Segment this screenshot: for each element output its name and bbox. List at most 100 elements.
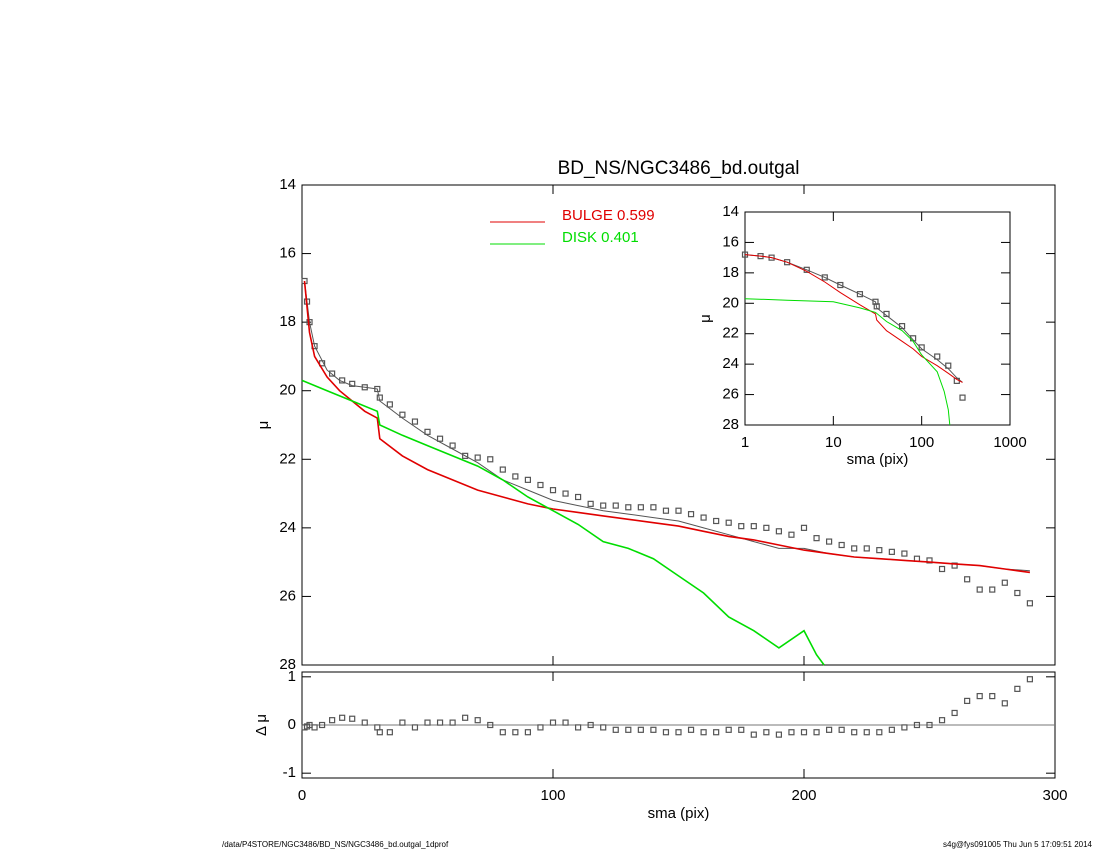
data-point [750, 731, 757, 738]
data-point [625, 726, 632, 733]
data-point [487, 456, 494, 463]
x-axis-label: sma (pix) [847, 451, 909, 468]
data-point [436, 435, 444, 442]
data-point [411, 418, 419, 425]
data-point [901, 724, 908, 731]
data-point [700, 729, 707, 736]
data-point [713, 729, 720, 736]
data-point [462, 714, 469, 721]
panel: μ sma (pix) 14 16 18 20 22 24 26 281 10 100 1000 [697, 203, 1027, 468]
data-point [775, 731, 783, 738]
data-point [462, 452, 469, 459]
data-point [311, 724, 318, 731]
data-point [951, 562, 958, 569]
data-point [361, 719, 368, 726]
data-point [976, 692, 983, 700]
data-point [524, 729, 532, 736]
y-tick-label: 22 [279, 450, 296, 467]
data-point [650, 726, 657, 733]
data-point [788, 729, 795, 736]
y-tick-label: 20 [279, 382, 296, 399]
data-point [873, 303, 880, 310]
y-tick-label: 16 [722, 233, 739, 250]
data-point [424, 719, 431, 726]
data-point [474, 717, 481, 724]
data-point [499, 729, 506, 736]
data-point [838, 541, 845, 549]
data-point [989, 586, 996, 593]
data-point [625, 504, 632, 511]
data-point [587, 500, 594, 507]
data-point [813, 535, 820, 542]
chart-title: BD_NS/NGC3486_bd.outgal [558, 158, 800, 179]
y-tick-label: 20 [722, 294, 739, 311]
data-point [662, 729, 670, 736]
data-point [926, 557, 933, 564]
data-point [399, 719, 406, 726]
series-line [303, 280, 1031, 574]
data-point [524, 476, 532, 483]
data-point [876, 547, 883, 554]
data-point [838, 726, 845, 733]
data-point [725, 519, 732, 526]
y-tick-label: 22 [722, 325, 739, 342]
x-axis-label: sma (pix) [648, 805, 710, 822]
x-tick-label: 300 [1042, 787, 1067, 804]
data-point [863, 545, 870, 552]
data-point [738, 726, 745, 733]
data-point [738, 523, 745, 530]
data-point [888, 548, 895, 555]
data-point [675, 729, 682, 736]
data-point [825, 538, 833, 545]
y-tick-label: 1 [288, 668, 296, 685]
data-point [349, 715, 356, 722]
data-point [700, 514, 707, 521]
data-point [938, 717, 946, 724]
y-tick-label: 28 [722, 416, 739, 433]
y-tick-label: -1 [283, 764, 296, 781]
data-point [499, 466, 506, 473]
data-point [976, 586, 983, 593]
data-point [650, 504, 657, 511]
y-tick-label: 28 [279, 656, 296, 673]
y-axis-label: μ [255, 421, 272, 430]
data-point [537, 724, 544, 731]
data-point [549, 487, 557, 494]
data-point [851, 729, 858, 736]
data-point [687, 511, 695, 518]
data-point [856, 291, 864, 298]
data-point [637, 726, 644, 733]
data-point [938, 565, 946, 573]
data-point [399, 411, 406, 418]
data-point [713, 517, 720, 525]
data-point [775, 528, 783, 535]
data-point [763, 729, 770, 736]
data-point [951, 709, 958, 717]
footer-left: /data/P4STORE/NGC3486/BD_NS/NGC3486_bd.o… [222, 840, 449, 849]
data-point [675, 507, 682, 514]
data-point [750, 523, 757, 530]
x-tick-label: 100 [540, 787, 565, 804]
data-point [1014, 589, 1021, 597]
y-tick-label: 24 [722, 355, 739, 372]
plot-frame [301, 184, 1056, 666]
data-point [411, 724, 419, 731]
data-point [1001, 700, 1008, 707]
data-point [574, 724, 582, 731]
series-line [301, 379, 825, 666]
y-axis-label: Δ μ [253, 714, 270, 736]
y-tick-label: 26 [279, 587, 296, 604]
data-point [612, 502, 619, 509]
data-point [837, 281, 844, 289]
panel: BD_NS/NGC3486_bd.outgal μ 14 16 18 20 22 24 26 28… [255, 158, 1056, 673]
data-point [821, 274, 828, 281]
series-line [744, 254, 963, 383]
data-point [474, 454, 481, 461]
data-point [562, 490, 569, 497]
data-point [888, 726, 895, 733]
x-tick-label: 0 [298, 787, 306, 804]
data-point [1001, 579, 1008, 586]
data-point [512, 729, 519, 736]
